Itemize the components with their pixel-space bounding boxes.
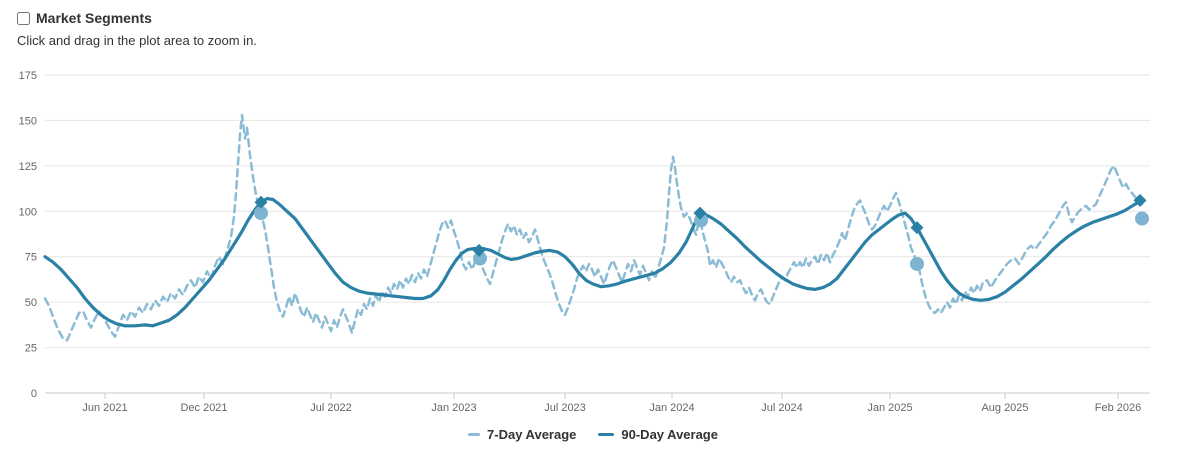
x-axis-label: Jul 2022 [310,402,352,414]
y-axis-label: 0 [31,388,37,400]
x-axis-label: Jul 2023 [544,402,586,414]
legend-label-7-day: 7-Day Average [487,427,577,442]
x-axis-label: Feb 2026 [1095,402,1141,414]
x-axis-label: Aug 2025 [981,402,1028,414]
legend: 7-Day Average 90-Day Average [0,427,1186,442]
y-axis-label: 50 [25,297,37,309]
marker-diamond[interactable] [472,243,486,257]
chart-subtitle: Click and drag in the plot area to zoom … [17,33,257,48]
y-axis-label: 125 [19,161,37,173]
y-axis-label: 100 [19,206,37,218]
chart-title: Market Segments [36,10,152,26]
plot-area[interactable] [45,75,1150,393]
x-axis-label: Jan 2025 [867,402,912,414]
x-axis-label: Dec 2021 [180,402,227,414]
market-segments-checkbox[interactable] [17,11,30,25]
x-axis-label: Jan 2024 [649,402,694,414]
chart-header: Market Segments Click and drag in the pl… [17,10,257,48]
marker-diamond[interactable] [254,195,268,209]
7-day-average-dash-icon [468,433,481,436]
marker-circle[interactable] [473,251,487,266]
x-axis-label: Jun 2021 [82,402,127,414]
marker-circle[interactable] [1135,211,1149,226]
y-axis-label: 25 [25,343,37,355]
legend-item-90-day-average[interactable]: 90-Day Average [598,427,718,442]
x-axis-label: Jul 2024 [761,402,803,414]
90-day-average-dash-icon [598,433,615,436]
x-axis-label: Jan 2023 [431,402,476,414]
marker-circle[interactable] [254,206,268,221]
legend-label-90-day: 90-Day Average [621,427,718,442]
marker-diamond[interactable] [910,221,924,235]
marker-circle[interactable] [910,256,924,271]
marker-diamond[interactable] [1133,193,1147,207]
market-segments-control[interactable]: Market Segments [17,10,257,26]
y-axis-label: 150 [19,115,37,127]
y-axis-label: 75 [25,252,37,264]
y-axis-label: 175 [19,70,37,82]
legend-item-7-day-average[interactable]: 7-Day Average [468,427,576,442]
marker-diamond[interactable] [693,206,707,220]
series-line-90-day-average[interactable] [43,197,1145,328]
